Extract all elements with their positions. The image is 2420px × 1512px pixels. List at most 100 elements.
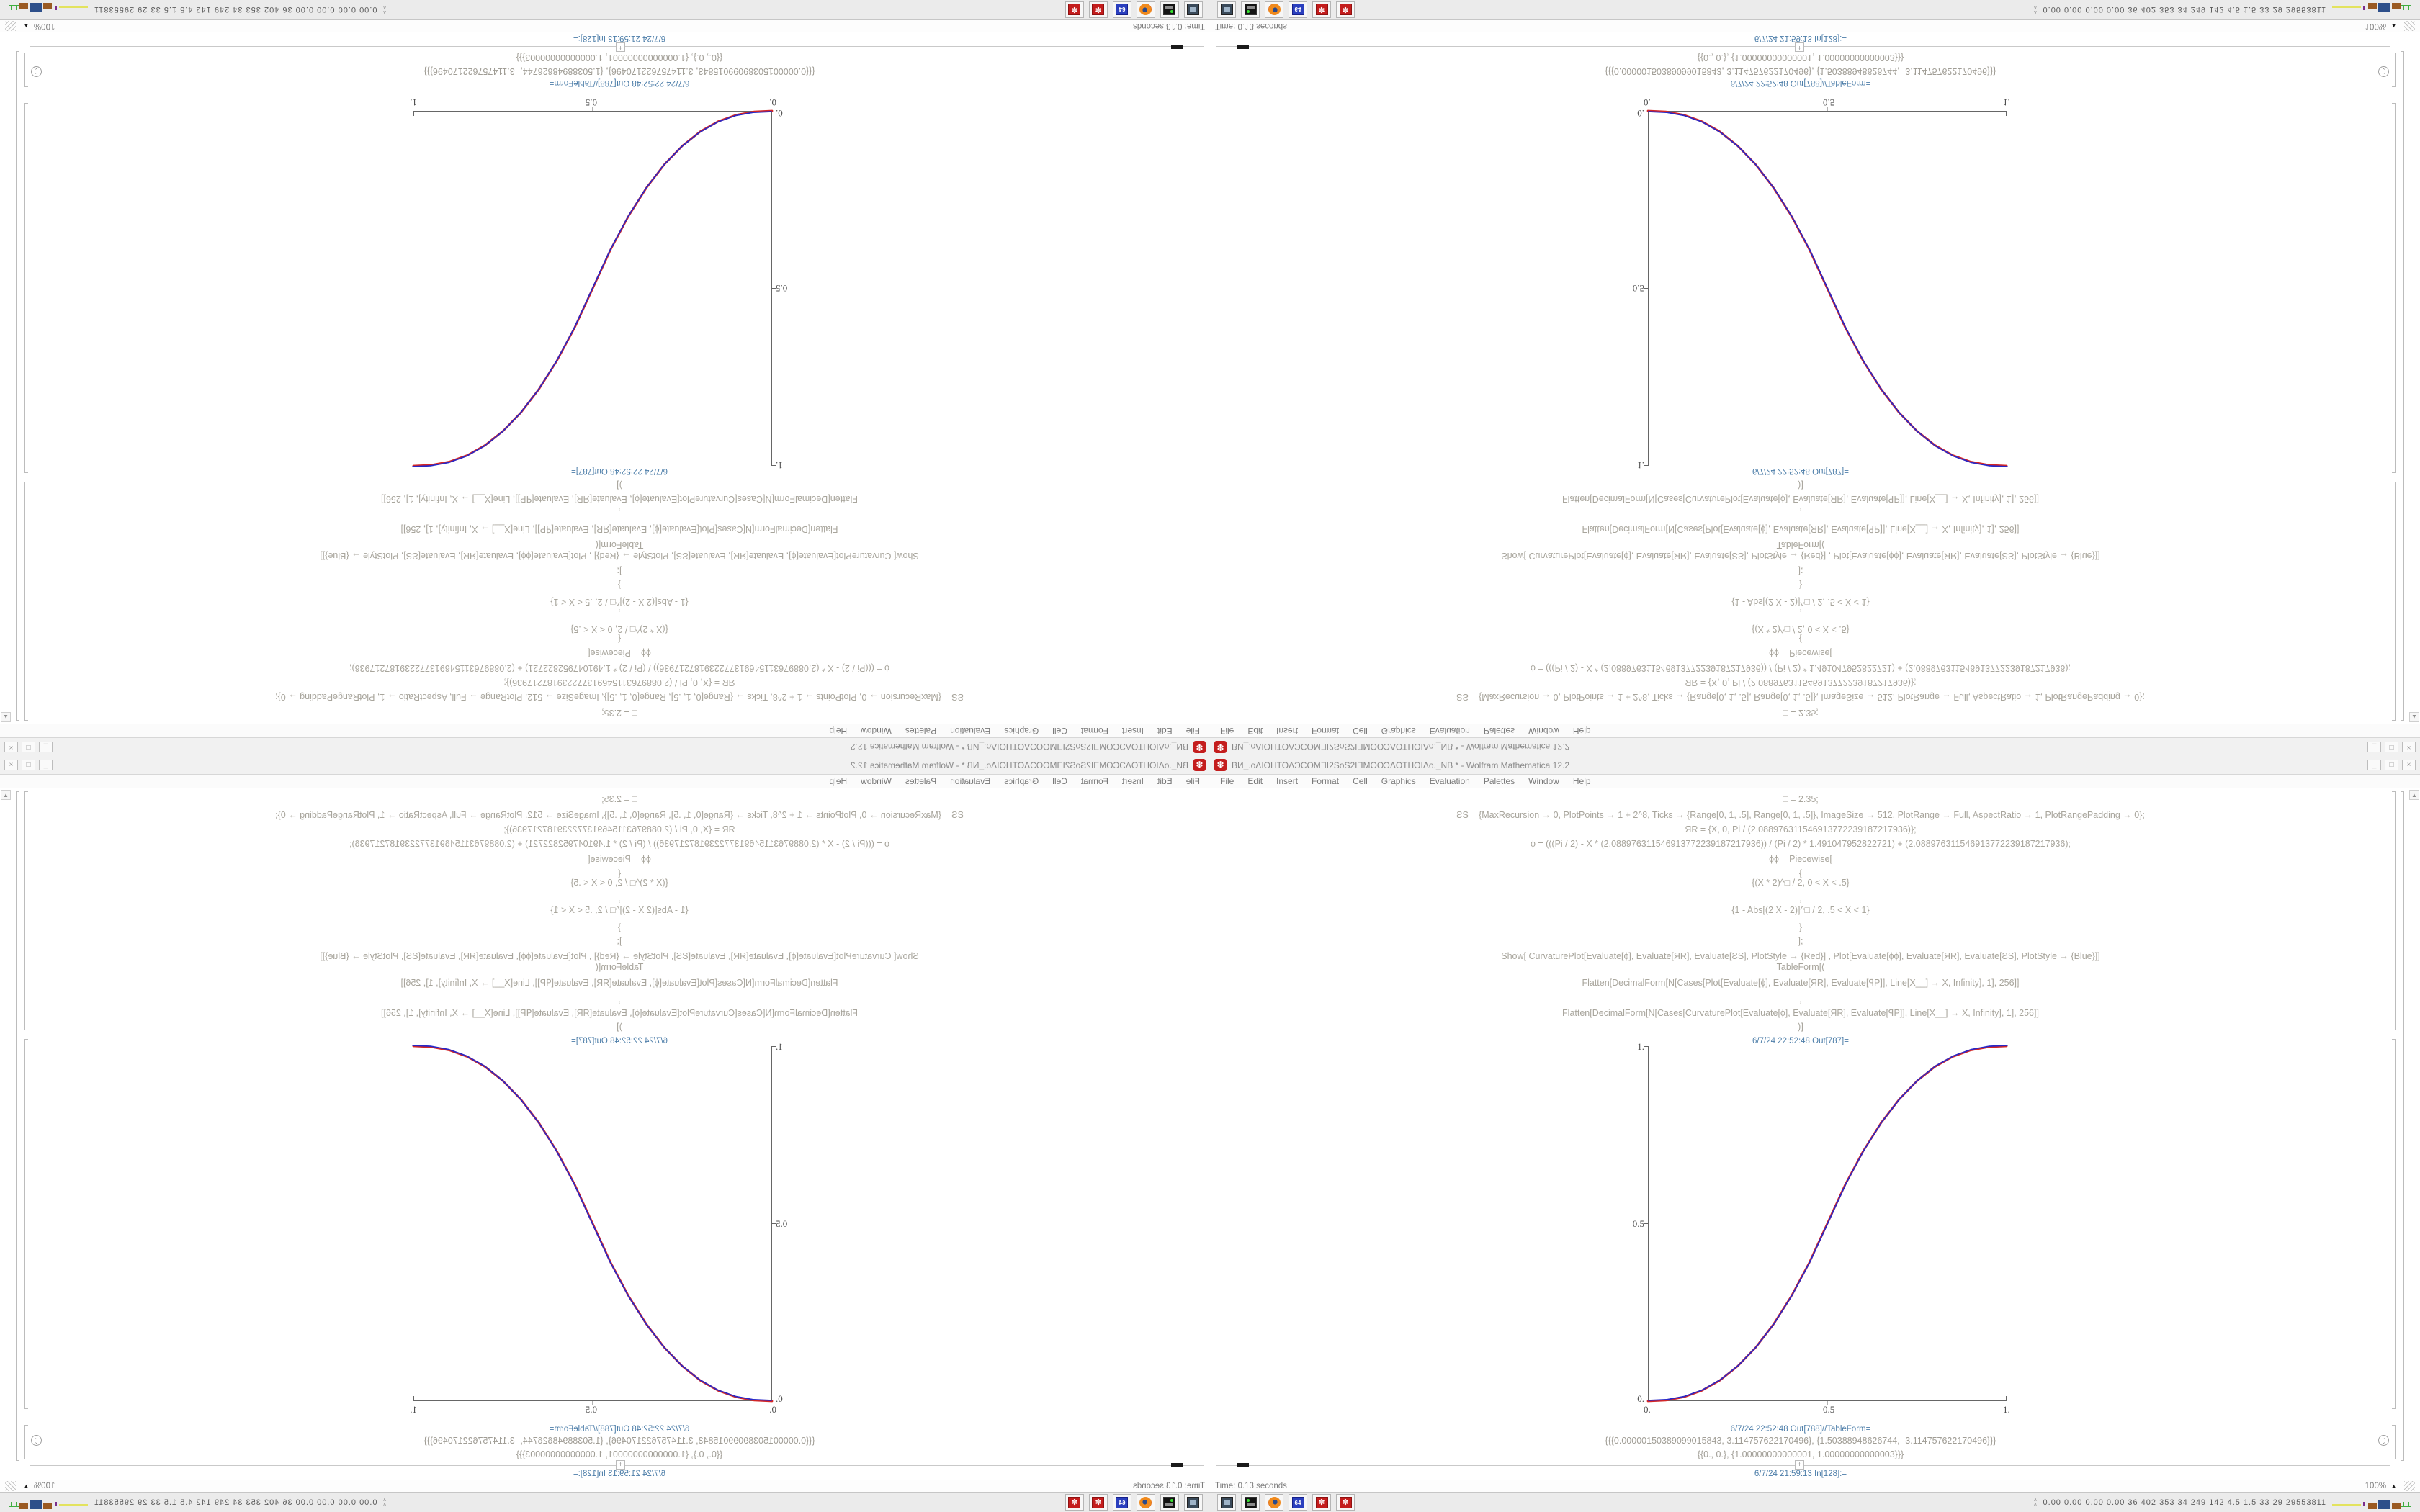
cell-bracket-output-table[interactable] [2392,1425,2396,1459]
close-button[interactable]: × [2402,760,2416,770]
menu-edit[interactable]: Edit [1157,776,1173,786]
taskbar-item-screenshot-tool[interactable] [1217,1,1236,18]
menu-cell[interactable]: Cell [1353,726,1368,736]
suggestions-bar-toggle-icon[interactable]: ⌄ ⌄ [31,1435,42,1446]
menu-cell[interactable]: Cell [1353,776,1368,786]
menu-insert[interactable]: Insert [1121,776,1144,786]
taskbar-item-firefox[interactable] [1265,1,1283,18]
taskbar-item-firefox[interactable] [1137,1494,1155,1511]
taskbar-item-screenshot-tool[interactable] [1184,1,1203,18]
menu-window[interactable]: Window [861,776,892,786]
close-button[interactable]: × [4,742,18,752]
taskbar-item-terminal[interactable] [1241,1494,1260,1511]
zoom-level[interactable]: 100% [33,22,55,30]
window-resize-grip[interactable] [5,21,16,31]
window-titlebar[interactable]: ✽ ВИ_.ᴏΔIOHTOΛƆCOMƎI2SᴏS2IƎMOOƆΛOTHOIΔᴏ.… [0,756,1210,775]
menu-format[interactable]: Format [1080,776,1108,786]
cell-bracket-group[interactable] [2401,791,2404,1461]
menu-evaluation[interactable]: Evaluation [1429,726,1470,736]
taskbar-item-terminal[interactable] [1241,1,1260,18]
zoom-level[interactable]: 100% [2365,1482,2387,1490]
menu-graphics[interactable]: Graphics [1004,726,1039,736]
menu-file[interactable]: File [1220,776,1234,786]
cell-bracket-output-plot[interactable] [24,1039,28,1409]
cell-insert-plus-icon[interactable]: + [1795,42,1804,52]
taskbar-item-screenshot-tool[interactable] [1184,1494,1203,1511]
menu-palettes[interactable]: Palettes [905,776,937,786]
taskbar-item-mathematica-2[interactable]: ✽ [1336,1494,1355,1511]
minimize-button[interactable]: _ [2367,742,2381,752]
menu-edit[interactable]: Edit [1247,776,1263,786]
cell-bracket-output-plot[interactable] [2392,1039,2396,1409]
suggestions-bar-toggle-icon[interactable]: ⌄ ⌄ [2378,66,2389,77]
window-titlebar[interactable]: ✽ ВИ_.ᴏΔIOHTOΛƆCOMƎI2SᴏS2IƎMOOƆΛOTHOIΔᴏ.… [1210,737,2420,756]
minimize-button[interactable]: _ [39,760,53,770]
menu-window[interactable]: Window [861,726,892,736]
menu-format[interactable]: Format [1312,776,1340,786]
cell-bracket-group[interactable] [2401,51,2404,721]
maximize-button[interactable]: □ [22,760,35,770]
window-resize-grip[interactable] [5,1481,16,1491]
cell-insert-plus-icon[interactable]: + [1795,1460,1804,1470]
window-resize-grip[interactable] [2404,1481,2415,1491]
menu-insert[interactable]: Insert [1276,726,1299,736]
menu-evaluation[interactable]: Evaluation [1429,776,1470,786]
cell-bracket-input[interactable] [2392,791,2396,1030]
taskbar-item-mathematica-2[interactable]: ✽ [1336,1,1355,18]
scrollbar-up-arrow-icon[interactable]: ▲ [1,790,11,800]
menu-cell[interactable]: Cell [1052,726,1067,736]
menu-palettes[interactable]: Palettes [1483,776,1515,786]
taskbar-item-floppy-64[interactable]: 64 [1289,1494,1307,1511]
zoom-dropdown-caret-icon[interactable]: ▲ [23,22,30,30]
taskbar-item-firefox[interactable] [1137,1,1155,18]
menu-window[interactable]: Window [1528,726,1559,736]
scrollbar-up-arrow-icon[interactable]: ▲ [2409,712,2419,722]
menu-help[interactable]: Help [829,726,848,736]
menu-graphics[interactable]: Graphics [1004,776,1039,786]
maximize-button[interactable]: □ [2385,742,2398,752]
tray-collapse-chevrons-icon[interactable]: ∧ ∧ [2033,5,2038,15]
cell-bracket-output-plot[interactable] [2392,103,2396,473]
cell-bracket-output-table[interactable] [24,53,28,87]
menu-help[interactable]: Help [1572,776,1591,786]
zoom-level[interactable]: 100% [33,1482,55,1490]
cell-bracket-output-table[interactable] [24,1425,28,1459]
cell-bracket-input[interactable] [2392,482,2396,721]
cell-bracket-input[interactable] [24,482,28,721]
menu-graphics[interactable]: Graphics [1381,776,1416,786]
minimize-button[interactable]: _ [39,742,53,752]
zoom-dropdown-caret-icon[interactable]: ▲ [2390,1482,2397,1490]
suggestions-bar-toggle-icon[interactable]: ⌄ ⌄ [2378,1435,2389,1446]
window-resize-grip[interactable] [2404,21,2415,31]
notebook-content[interactable]: □ = 2.35; ƧS = {MaxRecursion → 0, PlotPo… [1210,788,2420,1480]
menu-file[interactable]: File [1220,726,1234,736]
menu-window[interactable]: Window [1528,776,1559,786]
taskbar-item-floppy-64[interactable]: 64 [1113,1,1131,18]
taskbar-item-mathematica-1[interactable]: ✽ [1089,1,1108,18]
close-button[interactable]: × [4,760,18,770]
taskbar-item-mathematica-2[interactable]: ✽ [1065,1494,1084,1511]
menu-format[interactable]: Format [1080,726,1108,736]
menu-cell[interactable]: Cell [1052,776,1067,786]
notebook-content[interactable]: □ = 2.35; ƧS = {MaxRecursion → 0, PlotPo… [0,32,1210,724]
taskbar-item-floppy-64[interactable]: 64 [1289,1,1307,18]
cell-bracket-input[interactable] [24,791,28,1030]
zoom-dropdown-caret-icon[interactable]: ▲ [23,1482,30,1490]
scrollbar-up-arrow-icon[interactable]: ▲ [1,712,11,722]
menu-help[interactable]: Help [1572,726,1591,736]
menu-palettes[interactable]: Palettes [1483,726,1515,736]
menu-format[interactable]: Format [1312,726,1340,736]
taskbar-item-terminal[interactable] [1160,1494,1179,1511]
tray-collapse-chevrons-icon[interactable]: ∧ ∧ [382,5,387,15]
menu-edit[interactable]: Edit [1157,726,1173,736]
zoom-dropdown-caret-icon[interactable]: ▲ [2390,22,2397,30]
menu-insert[interactable]: Insert [1276,776,1299,786]
tray-collapse-chevrons-icon[interactable]: ∧ ∧ [382,1497,387,1507]
maximize-button[interactable]: □ [2385,760,2398,770]
maximize-button[interactable]: □ [22,742,35,752]
zoom-level[interactable]: 100% [2365,22,2387,30]
taskbar-item-mathematica-2[interactable]: ✽ [1065,1,1084,18]
menu-insert[interactable]: Insert [1121,726,1144,736]
cell-bracket-output-plot[interactable] [24,103,28,473]
suggestions-bar-toggle-icon[interactable]: ⌄ ⌄ [31,66,42,77]
